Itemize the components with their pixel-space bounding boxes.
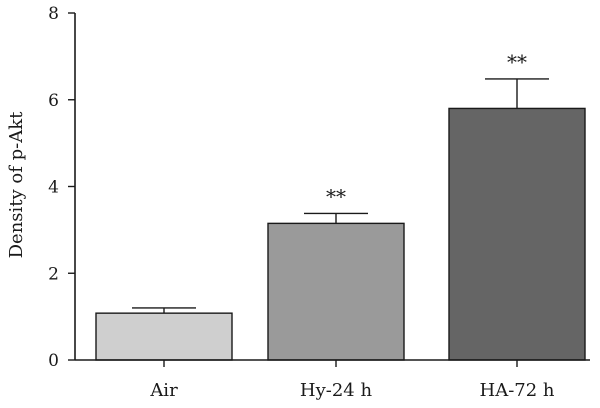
y-axis-title: Density of p-Akt [6, 111, 27, 259]
x-tick-label-3: HA-72 h [480, 380, 555, 401]
plot-area: Air ** Hy-24 h ** HA-72 h 0 2 4 6 8 [48, 4, 590, 401]
y-tick-label-1: 0 [48, 351, 59, 371]
y-tick-label-3: 4 [48, 178, 59, 198]
bar-3 [448, 107, 586, 361]
y-tick-label-4: 6 [48, 91, 59, 111]
y-tick-label-2: 2 [48, 264, 59, 284]
significance-label-2: ** [326, 184, 346, 208]
x-tick-label-1: Air [149, 380, 178, 401]
y-tick-label-5: 8 [48, 4, 59, 24]
bar-2 [267, 222, 405, 361]
x-tick-label-2: Hy-24 h [300, 380, 373, 401]
bar-1 [95, 312, 233, 361]
significance-label-3: ** [507, 50, 527, 74]
